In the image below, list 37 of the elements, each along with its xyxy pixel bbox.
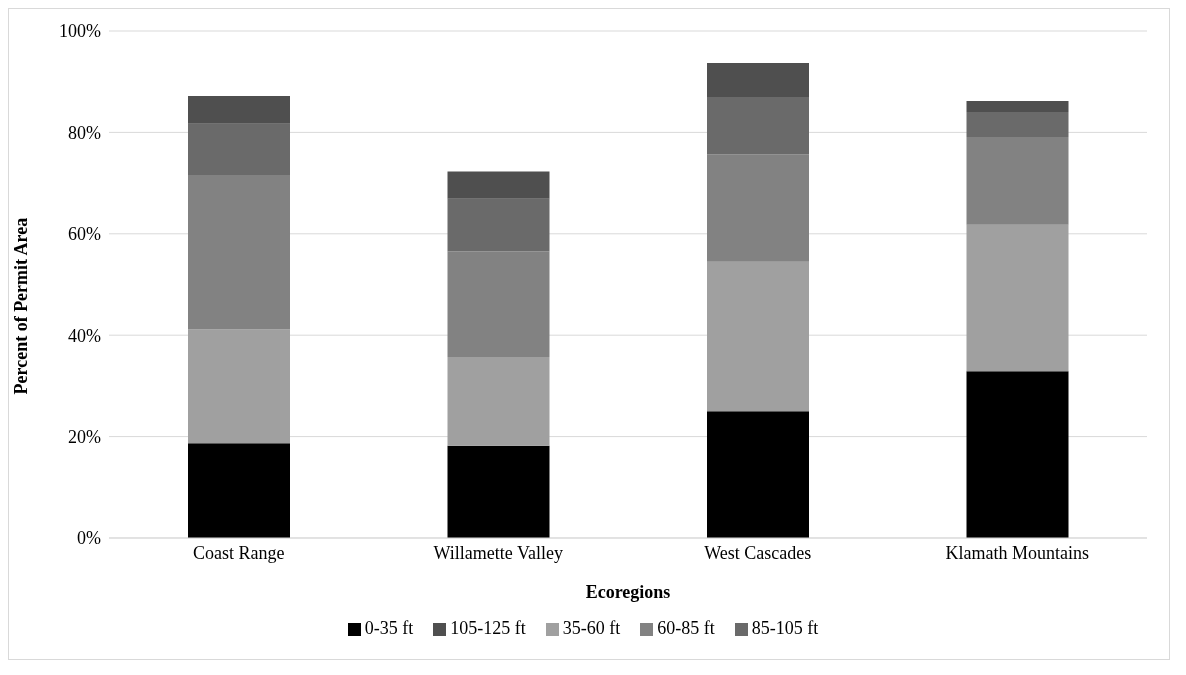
y-tick-label: 100% xyxy=(59,21,101,42)
bar xyxy=(447,171,550,199)
bar xyxy=(707,154,809,262)
bar xyxy=(188,123,290,175)
bar xyxy=(707,411,809,538)
legend-label: 0-35 ft xyxy=(364,618,414,638)
legend-label: 105-125 ft xyxy=(450,618,526,638)
y-axis-title: Percent of Permit Area xyxy=(11,217,32,395)
legend-label: 60-85 ft xyxy=(657,618,715,638)
legend-label: 35-60 ft xyxy=(562,618,621,638)
bar xyxy=(188,95,290,124)
bar xyxy=(707,261,809,412)
legend-label: 85-105 ft xyxy=(751,618,819,638)
bar xyxy=(966,112,1069,137)
bar xyxy=(966,224,1069,372)
bar xyxy=(447,251,550,357)
bar xyxy=(447,445,550,538)
bar xyxy=(966,100,1069,113)
bar xyxy=(447,357,550,446)
bar xyxy=(966,371,1069,538)
y-tick-label: 40% xyxy=(68,325,101,346)
x-tick-label: Coast Range xyxy=(193,542,285,563)
bar xyxy=(707,96,809,155)
y-tick-label: 20% xyxy=(68,426,101,447)
bar xyxy=(707,62,809,97)
x-tick-label: West Cascades xyxy=(704,542,812,563)
bar xyxy=(188,443,290,538)
x-axis-title: Ecoregions xyxy=(585,582,671,602)
y-tick-label: 60% xyxy=(68,224,101,245)
bar xyxy=(966,136,1069,225)
x-tick-label: Klamath Mountains xyxy=(945,542,1089,563)
bar xyxy=(447,198,550,252)
bar xyxy=(188,329,290,444)
bar xyxy=(188,174,290,330)
y-tick-label: 0% xyxy=(77,528,101,549)
y-tick-label: 80% xyxy=(68,122,101,143)
x-tick-label: Willamette Valley xyxy=(433,542,563,563)
